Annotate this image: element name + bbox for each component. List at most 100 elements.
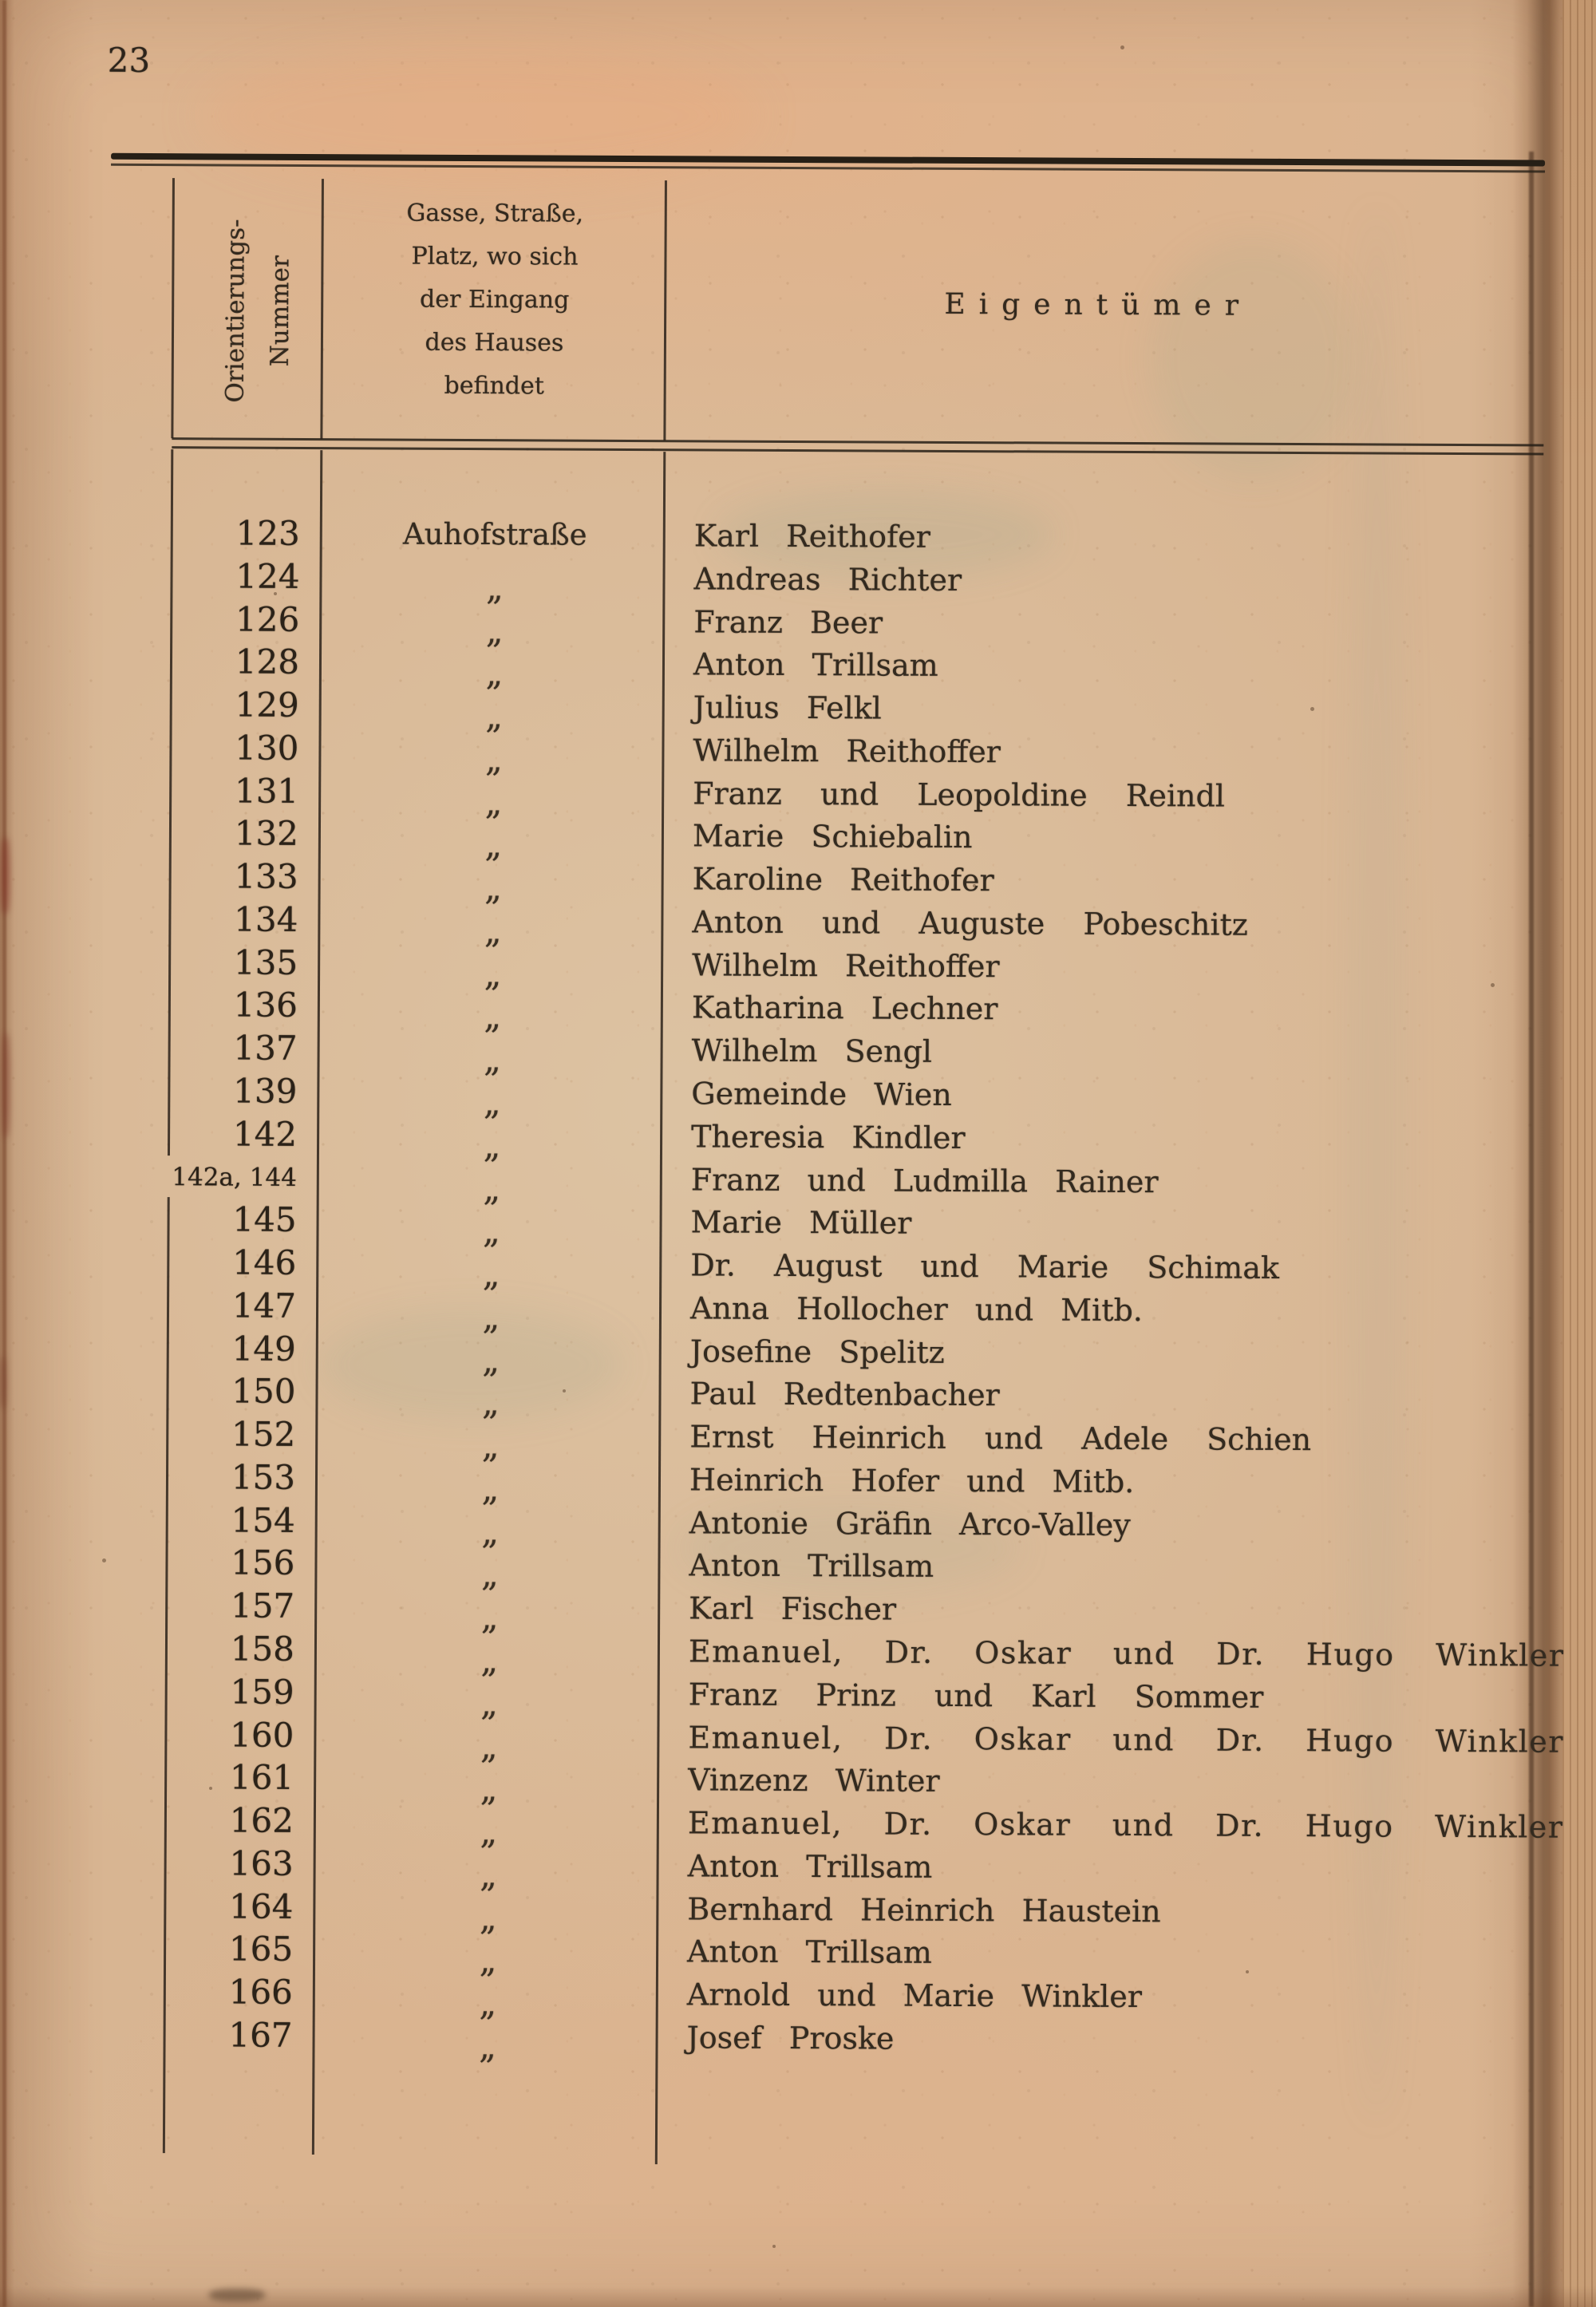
column-header-orientierungsnummer: Orientierungs- Nummer: [212, 196, 302, 425]
orientation-number: 132: [234, 813, 299, 854]
orientation-number: 130: [235, 728, 299, 768]
owner-name: Heinrich Hofer und Mitb.: [689, 1462, 1135, 1500]
table-row: 129 „ Julius Felkl: [2, 682, 1596, 737]
owner-name: Arnold und Marie Winkler: [686, 1977, 1143, 2015]
table-row: 159 „ Franz Prinz und Karl Sommer: [0, 1669, 1594, 1723]
orientation-number: 159: [230, 1672, 294, 1712]
orientation-number: 153: [231, 1457, 296, 1497]
table-row: 157 „ Karl Fischer: [0, 1583, 1594, 1637]
owner-name: Gemeinde Wien: [691, 1076, 952, 1112]
table-row: 123 Auhofstraße Karl Reithofer: [3, 511, 1596, 562]
header-separator-rule: [172, 437, 1544, 447]
orientation-number: 154: [231, 1500, 295, 1540]
table-row: 142a, 144 „ Franz und Ludmilla Rainer: [0, 1155, 1596, 1208]
orientation-number: 156: [231, 1543, 295, 1583]
column-header-strasse: Gasse, Straße, Platz, wo sich der Eingan…: [324, 192, 666, 409]
owner-name: Anton und Auguste Pobeschitz: [692, 904, 1248, 942]
table-row: 126 „ Franz Beer: [2, 597, 1596, 650]
owner-name: Josefine Spelitz: [689, 1333, 945, 1370]
table-row: 166 „ Arnold und Marie Winkler: [0, 1969, 1592, 2024]
orientation-number: 157: [230, 1586, 295, 1626]
table-row: 137 „ Wilhelm Sengl: [1, 1025, 1596, 1080]
table-row: 153 „ Heinrich Hofer und Mitb.: [0, 1455, 1594, 1508]
owner-name: Anna Hollocher und Mitb.: [689, 1290, 1144, 1328]
owner-name: Dr. August und Marie Schimak: [690, 1247, 1280, 1286]
table-row: 147 „ Anna Hollocher und Mitb.: [0, 1283, 1595, 1337]
left-page-edge-line: [2, 0, 6, 2307]
table-row: 156 „ Anton Trillsam: [0, 1541, 1594, 1594]
column-header-line: befindet: [444, 371, 544, 401]
owner-name: Emanuel, Dr. Oskar und Dr. Hugo Winkler: [688, 1719, 1565, 1760]
ditto-mark: „: [479, 2026, 497, 2067]
owner-name: Ernst Heinrich und Adele Schien: [689, 1419, 1312, 1458]
orientation-number: 124: [235, 556, 300, 596]
orientation-number: 131: [234, 771, 299, 811]
bottom-edge-shadow: [0, 2286, 1596, 2307]
owner-name: Wilhelm Reithoffer: [693, 733, 1001, 770]
orientation-number: 139: [233, 1071, 298, 1111]
table-row: 136 „ Katharina Lechner: [1, 983, 1596, 1037]
table-row: 164 „ Bernhard Heinrich Haustein: [0, 1884, 1592, 1938]
orientation-number: 167: [228, 2015, 293, 2055]
owner-name: Franz Beer: [693, 603, 883, 641]
owner-name: Anton Trillsam: [689, 1547, 934, 1585]
owner-name: Emanuel, Dr. Oskar und Dr. Hugo Winkler: [688, 1633, 1565, 1673]
orientation-number: 146: [232, 1242, 297, 1283]
orientation-number: 162: [229, 1800, 294, 1841]
table-body: 123 Auhofstraße Karl Reithofer 124 „ Andreas …: [6, 0, 1596, 2067]
owner-name: Karl Reithofer: [693, 518, 930, 555]
owner-name: Katharina Lechner: [691, 990, 998, 1027]
gutter-fold-shadow: [1512, 0, 1572, 2307]
owner-name: Karl Fischer: [689, 1590, 897, 1627]
orientation-number: 128: [235, 642, 300, 682]
table-row: 158 „ Emanuel, Dr. Oskar und Dr. Hugo Wink…: [0, 1626, 1594, 1681]
owner-name: Andreas Richter: [693, 561, 962, 598]
table-row: 163 „ Anton Trillsam: [0, 1841, 1593, 1894]
owner-name: Anton Trillsam: [687, 1934, 932, 1971]
orientation-number: 123: [235, 513, 300, 553]
orientation-number: 136: [233, 986, 298, 1025]
owner-name: Julius Felkl: [693, 689, 883, 726]
owner-name: Marie Schiebalin: [692, 818, 973, 855]
orientation-number: 126: [235, 599, 300, 639]
orientation-number: 129: [235, 685, 299, 725]
orientation-number: 160: [230, 1715, 294, 1755]
table-row: 145 „ Marie Müller: [0, 1197, 1596, 1251]
owner-name: Antonie Gräfin Arco-Valley: [689, 1505, 1131, 1543]
table-row: 131 „ Franz und Leopoldine Reindl: [2, 768, 1596, 822]
table-row: 142 „ Theresia Kindler: [0, 1112, 1596, 1165]
table-row: 162 „ Emanuel, Dr. Oskar und Dr. Hugo Wink…: [0, 1798, 1593, 1852]
orientation-number: 158: [230, 1629, 295, 1669]
owner-name: Wilhelm Reithoffer: [692, 947, 1000, 984]
owner-name: Anton Trillsam: [687, 1848, 933, 1885]
column-header-eigentuemer: Eigentümer: [944, 287, 1253, 322]
table-row: 139 „ Gemeinde Wien: [0, 1069, 1596, 1123]
column-header-line: Gasse, Straße,: [406, 199, 584, 228]
table-row: 133 „ Karoline Reithofer: [2, 854, 1596, 908]
orientation-number: 142a, 144: [172, 1162, 297, 1192]
orientation-number: 166: [228, 1972, 293, 2013]
column-header-line: Nummer: [265, 255, 295, 367]
owner-name: Josef Proske: [686, 2020, 895, 2056]
table-row: 146 „ Dr. August und Marie Schimak: [0, 1240, 1595, 1294]
owner-name: Theresia Kindler: [690, 1119, 966, 1155]
table-row: 154 „ Antonie Gräfin Arco-Valley: [0, 1498, 1594, 1551]
table-row: 124 „ Andreas Richter: [2, 554, 1596, 607]
orientation-number: 165: [228, 1929, 294, 1969]
gutter-fold-line: [1529, 152, 1534, 2307]
owner-name: Franz Prinz und Karl Sommer: [688, 1677, 1264, 1715]
orientation-number: 147: [231, 1286, 297, 1325]
table-row: 135 „ Wilhelm Reithoffer: [1, 940, 1596, 994]
street-name: Auhofstraße: [402, 516, 587, 552]
table-row: 160 „ Emanuel, Dr. Oskar und Dr. Hugo Wink…: [0, 1712, 1594, 1766]
column-header-line: Orientierungs-: [220, 219, 251, 403]
orientation-number: 149: [231, 1329, 296, 1369]
table-row: 150 „ Paul Redtenbacher: [0, 1369, 1595, 1423]
owner-name: Wilhelm Sengl: [691, 1033, 933, 1070]
table-row: 134 „ Anton und Auguste Pobeschitz: [1, 897, 1596, 950]
page-number: 23: [107, 40, 151, 81]
table-row: 161 „ Vinzenz Winter: [0, 1755, 1593, 1809]
owner-name: Anton Trillsam: [693, 646, 938, 684]
